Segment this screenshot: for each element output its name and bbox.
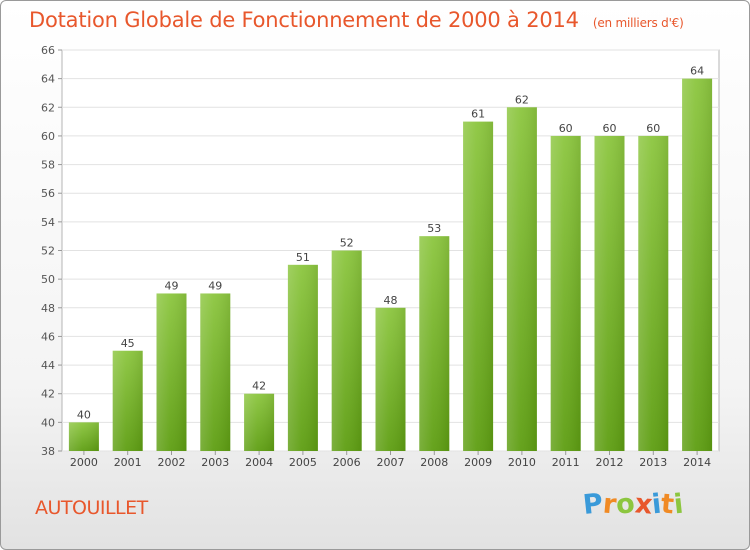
bar-value-label: 60 (603, 122, 617, 135)
bar-shine (638, 135, 669, 451)
x-tick-label: 2010 (508, 456, 536, 469)
x-tick-label: 2007 (377, 456, 405, 469)
chart-title: Dotation Globale de Fonctionnement de 20… (29, 8, 684, 32)
x-tick-label: 2013 (639, 456, 667, 469)
y-tick-label: 62 (41, 101, 55, 114)
bar-value-label: 62 (515, 93, 529, 106)
y-tick-label: 66 (41, 44, 55, 57)
y-tick-label: 46 (41, 330, 55, 343)
x-tick-label: 2008 (420, 456, 448, 469)
place-name: AUTOUILLET (35, 497, 148, 519)
bar-shine (68, 422, 99, 451)
bar-value-label: 48 (384, 294, 398, 307)
x-tick-label: 2004 (245, 456, 273, 469)
bar-shine (244, 393, 275, 451)
x-tick-label: 2003 (201, 456, 229, 469)
bar-shine (331, 250, 362, 451)
bar-shine (156, 293, 187, 451)
bar-value-label: 49 (165, 279, 179, 292)
y-tick-label: 50 (41, 273, 55, 286)
x-tick-label: 2002 (158, 456, 186, 469)
bar-value-label: 49 (208, 279, 222, 292)
chart-title-text: Dotation Globale de Fonctionnement de 20… (29, 8, 579, 32)
chart-subtitle: (en milliers d'€) (592, 16, 684, 30)
x-tick-label: 2011 (552, 456, 580, 469)
y-tick-label: 44 (41, 359, 55, 372)
x-tick-label: 2000 (70, 456, 98, 469)
y-tick-label: 56 (41, 187, 55, 200)
bar-shine (463, 121, 494, 451)
bar-value-label: 42 (252, 380, 266, 393)
y-tick-label: 58 (41, 159, 55, 172)
bar-value-label: 51 (296, 251, 310, 264)
bar-shine (419, 236, 450, 451)
bar-shine (375, 307, 406, 451)
bar-shine (506, 107, 537, 452)
proxiti-logo: Proxiti (581, 488, 686, 521)
y-tick-label: 54 (41, 216, 55, 229)
logo-letter: i (672, 488, 686, 521)
bar-shine (112, 350, 143, 451)
x-tick-label: 2001 (114, 456, 142, 469)
bar-value-label: 53 (427, 222, 441, 235)
bar-value-label: 45 (121, 337, 135, 350)
x-tick-label: 2012 (596, 456, 624, 469)
bar-shine (550, 135, 581, 451)
y-tick-label: 42 (41, 388, 55, 401)
y-tick-label: 48 (41, 302, 55, 315)
y-tick-label: 38 (41, 445, 55, 458)
bar-value-label: 40 (77, 408, 91, 421)
bar-value-label: 60 (646, 122, 660, 135)
x-tick-label: 2014 (683, 456, 711, 469)
y-tick-label: 64 (41, 73, 55, 86)
x-tick-label: 2006 (333, 456, 361, 469)
x-tick-label: 2009 (464, 456, 492, 469)
bar-value-label: 64 (690, 65, 704, 78)
bar-value-label: 61 (471, 108, 485, 121)
bar-value-label: 52 (340, 237, 354, 250)
y-tick-label: 52 (41, 245, 55, 258)
x-tick-label: 2005 (289, 456, 317, 469)
y-tick-label: 40 (41, 416, 55, 429)
bar-shine (682, 78, 713, 452)
y-tick-label: 60 (41, 130, 55, 143)
bar-value-label: 60 (559, 122, 573, 135)
bar-shine (594, 135, 625, 451)
bar-shine (200, 293, 231, 451)
bar-shine (287, 264, 318, 451)
